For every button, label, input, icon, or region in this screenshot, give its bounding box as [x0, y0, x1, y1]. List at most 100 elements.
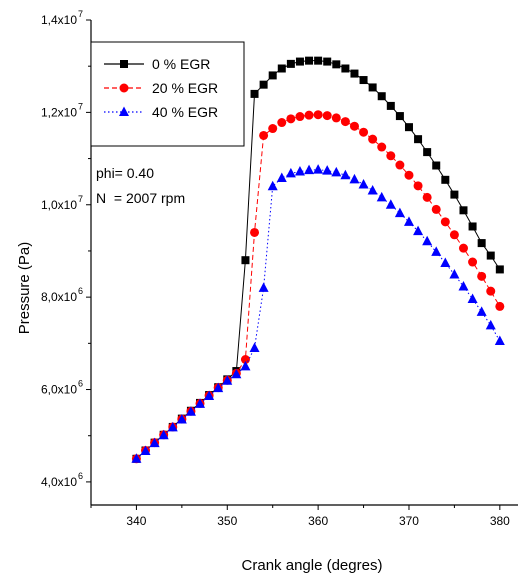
data-point-1-37: [468, 257, 478, 267]
data-point-2-36: [458, 281, 469, 291]
data-point-0-30: [404, 123, 413, 132]
y-tick-exponent-4: 7: [78, 101, 83, 111]
data-point-2-31: [413, 225, 424, 236]
data-point-1-38: [477, 271, 487, 281]
data-point-2-28: [385, 199, 396, 209]
data-point-2-8: [204, 390, 215, 400]
data-point-2-18: [294, 166, 305, 176]
y-tick-label-3: 1,0x10: [41, 198, 77, 212]
data-point-1-15: [268, 124, 278, 134]
data-point-0-12: [241, 256, 250, 265]
data-point-0-28: [386, 101, 395, 110]
data-point-2-27: [376, 191, 387, 202]
data-point-1-35: [449, 230, 459, 240]
data-point-1-32: [422, 192, 432, 202]
x-tick-label-2: 360: [308, 514, 328, 528]
data-point-2-32: [422, 235, 433, 246]
data-point-2-7: [195, 398, 206, 408]
data-point-2-4: [167, 421, 178, 432]
data-point-1-34: [440, 217, 450, 227]
data-point-0-19: [305, 56, 314, 65]
data-point-2-6: [185, 406, 196, 416]
y-tick-exponent-5: 7: [78, 9, 83, 19]
data-point-2-30: [403, 216, 414, 226]
x-tick-label-4: 380: [490, 514, 510, 528]
data-point-0-33: [432, 161, 441, 170]
data-point-2-15: [267, 180, 278, 191]
data-point-1-16: [277, 118, 287, 128]
data-point-2-0: [131, 453, 142, 463]
data-point-0-16: [277, 64, 286, 73]
data-point-1-29: [395, 160, 405, 170]
data-point-0-14: [259, 80, 268, 89]
data-point-2-9: [213, 382, 224, 393]
data-point-0-22: [332, 60, 341, 69]
legend: 0 % EGR 20 % EGR 40 % EGR: [90, 41, 245, 147]
data-point-0-29: [395, 112, 404, 121]
data-point-1-14: [259, 130, 269, 140]
data-point-2-19: [304, 164, 315, 175]
y-tick-label-5: 1,4x10: [41, 13, 77, 27]
y-tick-exponent-0: 6: [78, 471, 83, 481]
legend-marker-1: [119, 83, 129, 93]
data-point-2-11: [231, 368, 242, 379]
data-point-0-13: [250, 89, 259, 98]
data-point-1-21: [322, 111, 332, 121]
data-point-1-27: [377, 142, 387, 152]
data-point-2-34: [440, 257, 451, 267]
data-point-1-40: [495, 301, 505, 311]
data-point-2-20: [313, 164, 324, 174]
data-point-2-17: [285, 167, 296, 178]
data-point-2-21: [322, 165, 333, 175]
data-point-0-37: [468, 222, 477, 231]
data-point-2-12: [240, 360, 251, 371]
data-point-1-31: [413, 181, 423, 191]
data-point-1-30: [404, 170, 414, 180]
data-point-2-3: [158, 429, 169, 440]
legend-label-2: 40 % EGR: [152, 104, 218, 120]
data-point-1-19: [304, 110, 314, 120]
data-point-0-26: [368, 83, 377, 92]
data-point-2-39: [485, 319, 496, 330]
y-tick-exponent-2: 6: [78, 286, 83, 296]
data-point-0-21: [323, 57, 332, 66]
data-point-2-14: [258, 282, 269, 292]
data-point-0-27: [377, 92, 386, 101]
legend-box: [90, 41, 245, 147]
series-layer: [131, 56, 505, 464]
legend-label-0: 0 % EGR: [152, 56, 210, 72]
data-point-1-18: [295, 112, 305, 122]
data-point-1-33: [431, 204, 441, 214]
data-point-2-24: [349, 173, 360, 184]
data-point-2-35: [449, 269, 460, 279]
y-tick-label-2: 8,0x10: [41, 290, 77, 304]
data-point-1-17: [286, 114, 296, 124]
data-point-2-33: [431, 246, 442, 256]
data-point-0-32: [423, 148, 432, 157]
data-point-1-24: [349, 121, 359, 131]
x-axis-title: Crank angle (degres): [242, 557, 383, 574]
legend-items: 0 % EGR 20 % EGR 40 % EGR: [104, 56, 218, 120]
data-point-0-25: [359, 76, 368, 85]
data-point-2-16: [276, 172, 287, 182]
data-point-2-29: [394, 207, 405, 218]
data-point-0-15: [268, 71, 277, 80]
data-point-0-23: [341, 64, 350, 73]
data-point-1-20: [313, 110, 323, 120]
y-tick-label-0: 4,0x10: [41, 475, 77, 489]
data-point-0-40: [495, 265, 504, 274]
x-tick-label-0: 340: [126, 514, 146, 528]
data-point-2-1: [140, 445, 151, 455]
data-point-0-18: [295, 57, 304, 66]
data-point-2-22: [331, 166, 342, 177]
data-point-1-28: [386, 151, 396, 161]
data-point-0-38: [477, 239, 486, 248]
data-point-0-20: [314, 56, 323, 65]
data-point-0-31: [414, 135, 423, 144]
data-point-2-23: [340, 169, 351, 180]
data-point-2-26: [367, 184, 378, 195]
data-point-1-36: [458, 243, 468, 253]
data-point-0-36: [459, 206, 468, 215]
data-point-1-25: [359, 127, 369, 137]
